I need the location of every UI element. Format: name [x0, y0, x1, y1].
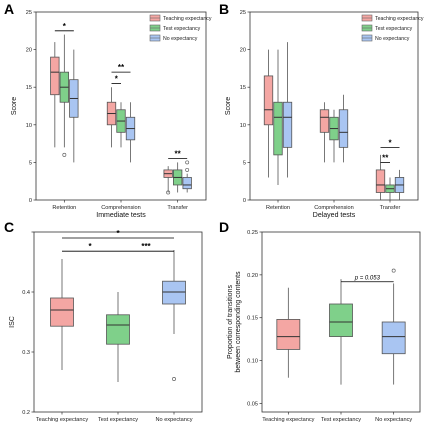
significance-label: *** [141, 242, 151, 251]
box-box [329, 303, 353, 337]
significance-label: * [115, 74, 119, 83]
box-box [319, 109, 330, 133]
y-tick-label: 5 [243, 160, 246, 166]
significance-label: * [388, 138, 392, 147]
box-outlier [185, 160, 190, 165]
y-tick-label: 0.3 [22, 350, 30, 356]
x-tick-label: Test expectancy [321, 417, 361, 423]
x-tick-label: Transfer [167, 205, 188, 211]
significance-label: * [116, 229, 120, 238]
x-axis-title: Delayed tests [313, 212, 356, 219]
panel-c: C 0.2 0.3 0.4 Teaching expectancy Test expect… [4, 219, 203, 423]
y-tick-label: 10 [240, 123, 246, 129]
significance-label: ** [382, 153, 389, 162]
box-outlier [391, 268, 396, 273]
significance-label: * [88, 242, 92, 251]
y-tick-label: 0.05 [247, 401, 258, 407]
box-box [106, 314, 130, 345]
box-outlier [185, 167, 190, 172]
legend-entry: Teaching expectancy [163, 16, 212, 22]
panel-letter: B [219, 1, 229, 17]
y-tick-label: 15 [26, 85, 32, 91]
box-outlier [62, 152, 67, 157]
x-tick-label: Retention [52, 205, 76, 211]
box-outlier [172, 377, 176, 381]
y-tick-label: 0.25 [247, 230, 258, 236]
y-tick-label: 25 [240, 10, 246, 16]
box-box [263, 75, 274, 126]
x-tick-label: No expectancy [375, 417, 412, 423]
x-tick-label: Transfer [380, 205, 401, 211]
panel-letter: A [4, 1, 14, 17]
legend-entry: No expectancy [163, 36, 198, 42]
legend-entry: No expectancy [375, 36, 410, 42]
box-box [50, 297, 74, 327]
box-box [182, 177, 192, 190]
box-box [282, 101, 293, 148]
significance-label: * [63, 22, 67, 31]
x-tick-label: Teaching expectancy [262, 417, 314, 423]
y-axis-title: Score [11, 97, 18, 115]
y-tick-label: 5 [29, 160, 32, 166]
x-tick-label: Teaching expectancy [36, 417, 88, 423]
box-box [276, 319, 301, 350]
panel-a: A 0 5 10 15 20 25 Retention Comprehension Transfe… [4, 1, 212, 219]
y-tick-label: 0.15 [247, 316, 258, 322]
y-axis-title: Proportion of transitions [227, 285, 234, 359]
y-axis-title: ISC [9, 316, 16, 328]
y-tick-label: 10 [26, 123, 32, 129]
y-axis-title: between corresponding contents [235, 271, 242, 373]
significance-label: p = 0.053 [354, 276, 381, 282]
box-box [338, 109, 349, 148]
box-box [375, 169, 386, 193]
box-box [381, 321, 406, 355]
y-tick-label: 0.4 [22, 290, 30, 296]
y-axis-title: Score [225, 97, 232, 115]
y-tick-label: 0 [243, 198, 246, 204]
y-tick-label: 0.2 [22, 410, 30, 416]
x-tick-label: Comprehension [101, 205, 141, 211]
legend-entry: Test expectancy [375, 26, 413, 32]
box-box [273, 101, 283, 156]
panel-b: B 0 5 10 15 20 25 Retention Comprehension Transfe… [219, 1, 424, 219]
box-box [50, 56, 60, 96]
y-tick-label: 20 [26, 48, 32, 54]
x-tick-label: Retention [266, 205, 290, 211]
box-box [162, 280, 186, 305]
significance-label: ** [118, 63, 125, 72]
panel-letter: D [219, 219, 229, 235]
panel-d: D 0.05 0.10 0.15 0.20 0.25 Teaching expectancy… [219, 219, 421, 423]
x-tick-label: Test expectancy [98, 417, 138, 423]
y-tick-label: 20 [240, 48, 246, 54]
legend-entry: Teaching expectancy [375, 16, 424, 22]
legend-entry: Test expectancy [163, 26, 201, 32]
x-tick-label: Comprehension [314, 205, 354, 211]
panel-letter: C [4, 219, 14, 235]
y-tick-label: 15 [240, 85, 246, 91]
box-outlier [166, 190, 171, 195]
x-axis-title: Immediate tests [96, 212, 146, 219]
y-tick-label: 0.10 [247, 359, 258, 365]
y-tick-label: 25 [26, 10, 32, 16]
significance-label: ** [175, 150, 182, 159]
y-tick-label: 0.20 [247, 273, 258, 279]
x-tick-label: No expectancy [155, 417, 192, 423]
y-tick-label: 0 [29, 198, 32, 204]
